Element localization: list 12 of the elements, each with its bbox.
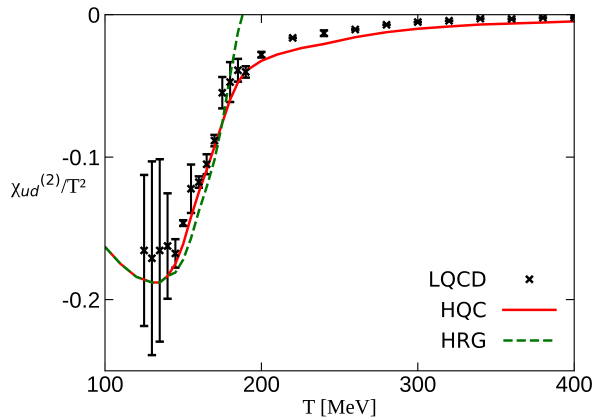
x-tick-label: 400 (556, 376, 592, 392)
y-tick-label: -0.1 (62, 150, 100, 166)
x-tick-label: 100 (88, 376, 123, 392)
x-axis-title: T [MeV] (302, 399, 376, 416)
y-axis-title: χ$_{ud}$$^{(2)}$/T² (11, 174, 86, 198)
legend-label: HQC (442, 302, 486, 320)
legend-label: LQCD (430, 271, 486, 290)
y-tick-label: 0 (88, 7, 100, 23)
legend-label: HRG (442, 332, 485, 348)
y-tick-label: -0.2 (62, 292, 100, 308)
x-tick-label: 200 (244, 376, 280, 392)
x-tick-label: 300 (400, 376, 436, 392)
